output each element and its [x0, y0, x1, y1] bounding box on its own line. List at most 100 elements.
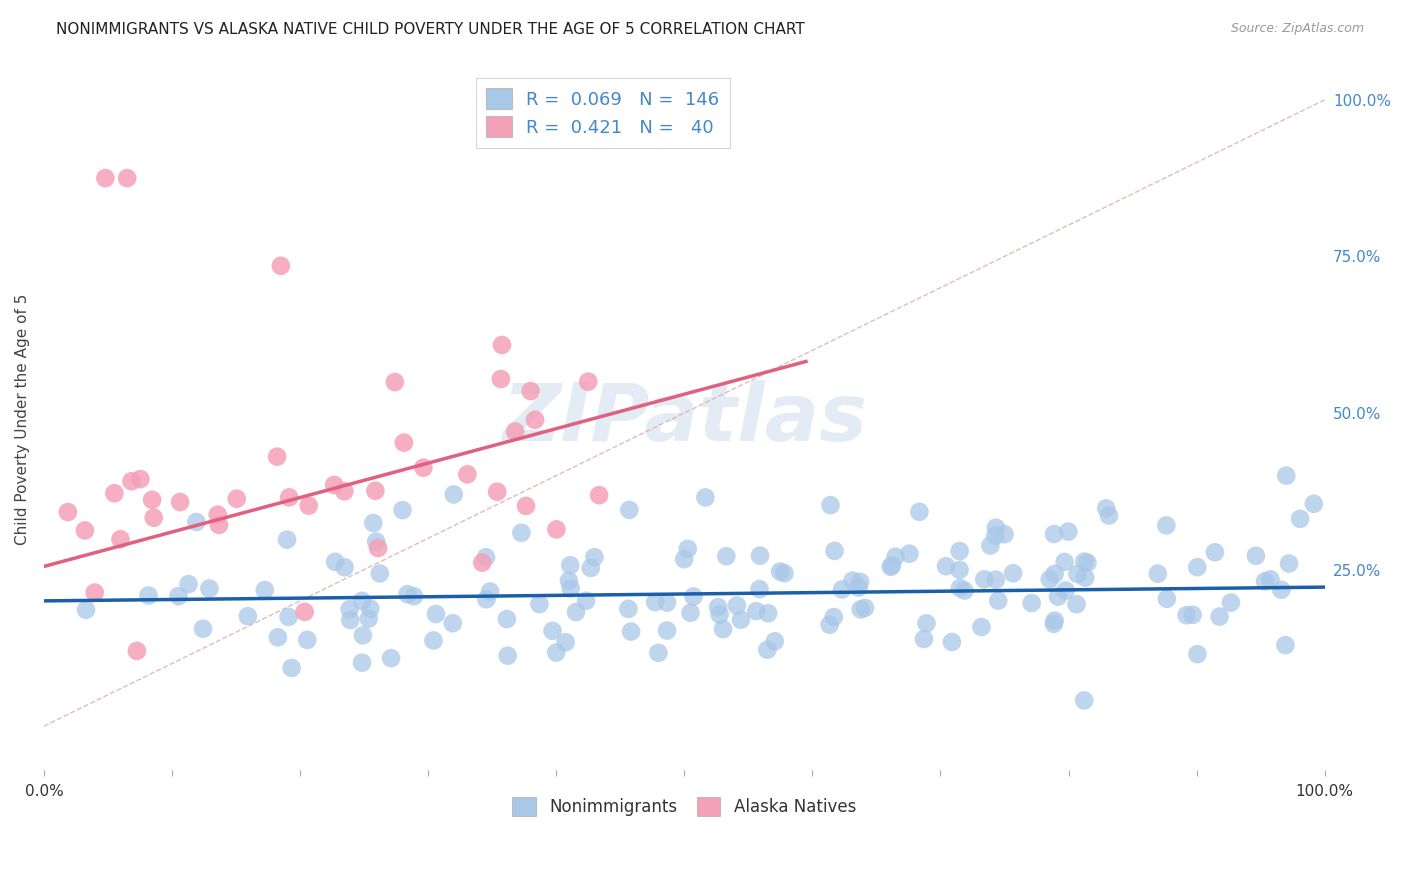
Point: [1175, 608, 1198, 623]
Point: [1057, 524, 1080, 539]
Point: [1066, 597, 1088, 611]
Point: [191, 622, 214, 636]
Point: [1278, 557, 1301, 571]
Point: [941, 635, 963, 649]
Point: [769, 565, 792, 579]
Point: [831, 582, 853, 597]
Point: [94, 171, 117, 186]
Point: [441, 616, 464, 631]
Point: [276, 533, 298, 547]
Point: [529, 597, 551, 611]
Point: [503, 425, 526, 439]
Point: [619, 503, 641, 517]
Point: [1073, 693, 1095, 707]
Point: [198, 582, 221, 596]
Point: [298, 499, 321, 513]
Point: [270, 259, 292, 273]
Point: [949, 581, 972, 595]
Point: [1274, 638, 1296, 652]
Point: [364, 483, 387, 498]
Point: [647, 646, 669, 660]
Point: [496, 648, 519, 663]
Point: [56, 505, 79, 519]
Point: [1156, 591, 1178, 606]
Point: [973, 573, 995, 587]
Point: [471, 556, 494, 570]
Point: [1074, 571, 1097, 585]
Point: [110, 533, 132, 547]
Point: [583, 550, 606, 565]
Point: [177, 577, 200, 591]
Point: [496, 612, 519, 626]
Point: [880, 559, 903, 574]
Point: [208, 517, 231, 532]
Point: [225, 491, 247, 506]
Point: [1054, 583, 1077, 598]
Text: Source: ZipAtlas.com: Source: ZipAtlas.com: [1230, 22, 1364, 36]
Point: [565, 605, 588, 619]
Point: [207, 508, 229, 522]
Point: [475, 550, 498, 565]
Point: [333, 560, 356, 574]
Y-axis label: Child Poverty Under the Age of 5: Child Poverty Under the Age of 5: [15, 293, 30, 545]
Point: [489, 372, 512, 386]
Point: [129, 472, 152, 486]
Point: [1098, 508, 1121, 523]
Point: [987, 593, 1010, 607]
Point: [682, 590, 704, 604]
Point: [142, 510, 165, 524]
Point: [679, 606, 702, 620]
Point: [1073, 555, 1095, 569]
Point: [1244, 549, 1267, 563]
Point: [579, 561, 602, 575]
Point: [823, 610, 845, 624]
Point: [824, 544, 846, 558]
Point: [644, 595, 666, 609]
Point: [1043, 527, 1066, 541]
Point: [912, 632, 935, 646]
Point: [1043, 566, 1066, 581]
Point: [763, 634, 786, 648]
Point: [396, 587, 419, 601]
Point: [368, 566, 391, 581]
Point: [1043, 616, 1066, 631]
Point: [412, 460, 434, 475]
Point: [655, 624, 678, 638]
Point: [125, 644, 148, 658]
Point: [560, 558, 582, 573]
Point: [554, 635, 576, 649]
Point: [103, 486, 125, 500]
Point: [1076, 556, 1098, 570]
Point: [773, 566, 796, 581]
Point: [984, 521, 1007, 535]
Point: [1219, 596, 1241, 610]
Point: [1156, 518, 1178, 533]
Point: [339, 602, 361, 616]
Point: [1260, 573, 1282, 587]
Point: [707, 600, 730, 615]
Point: [756, 606, 779, 620]
Point: [425, 607, 447, 621]
Point: [1021, 596, 1043, 610]
Point: [1053, 555, 1076, 569]
Point: [560, 582, 582, 596]
Point: [1095, 501, 1118, 516]
Point: [141, 492, 163, 507]
Point: [422, 633, 444, 648]
Point: [491, 338, 513, 352]
Point: [121, 475, 143, 489]
Point: [970, 620, 993, 634]
Point: [515, 499, 537, 513]
Point: [352, 628, 374, 642]
Point: [75, 603, 97, 617]
Point: [882, 558, 904, 573]
Point: [620, 624, 643, 639]
Point: [1302, 497, 1324, 511]
Point: [392, 435, 415, 450]
Point: [709, 607, 731, 622]
Point: [745, 604, 768, 618]
Point: [979, 539, 1001, 553]
Point: [339, 613, 361, 627]
Point: [475, 592, 498, 607]
Point: [676, 541, 699, 556]
